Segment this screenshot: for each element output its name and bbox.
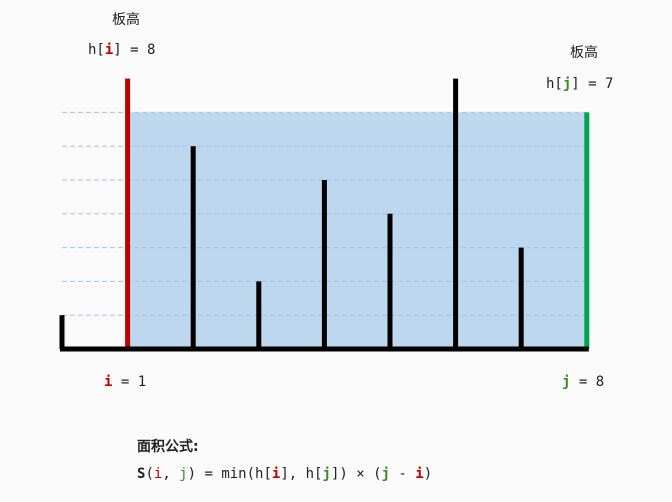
formula-mid3: ]) × (	[330, 466, 382, 482]
formula-j3: j	[381, 466, 390, 482]
formula-i3: i	[415, 466, 424, 482]
j-index-label: j = 8	[562, 374, 604, 390]
left-wall-height-label: h[i] = 8	[88, 42, 155, 58]
right-wall-title: 板高	[570, 45, 598, 61]
formula-open: (	[145, 466, 154, 482]
formula-mid2: ], h[	[280, 466, 323, 482]
formula-s: S	[137, 466, 146, 482]
left-h-prefix: h[	[88, 42, 105, 58]
j-var: j	[562, 374, 571, 390]
area-formula: S(i, j) = min(h[i], h[j]) × (j - i)	[137, 466, 432, 482]
left-wall-title: 板高	[112, 12, 140, 28]
i-var: i	[104, 374, 113, 390]
formula-j2: j	[322, 466, 331, 482]
formula-title: 面积公式:	[137, 439, 199, 455]
formula-minus: -	[389, 466, 416, 482]
right-wall-height-label: h[j] = 7	[546, 76, 613, 92]
formula-i1: i	[153, 466, 163, 482]
i-value: = 1	[112, 374, 147, 390]
water-area	[127, 112, 587, 350]
formula-close: )	[423, 466, 433, 482]
right-h-prefix: h[	[546, 76, 563, 92]
formula-mid: ) = min(h[	[187, 466, 272, 482]
right-h-suffix: ] = 7	[571, 76, 614, 92]
formula-comma: ,	[162, 466, 180, 482]
j-value: = 8	[570, 374, 605, 390]
left-h-var: i	[104, 42, 114, 58]
formula-j1: j	[179, 466, 188, 482]
right-h-var: j	[562, 76, 572, 92]
formula-i2: i	[271, 466, 281, 482]
i-index-label: i = 1	[104, 374, 146, 390]
left-h-suffix: ] = 8	[113, 42, 156, 58]
